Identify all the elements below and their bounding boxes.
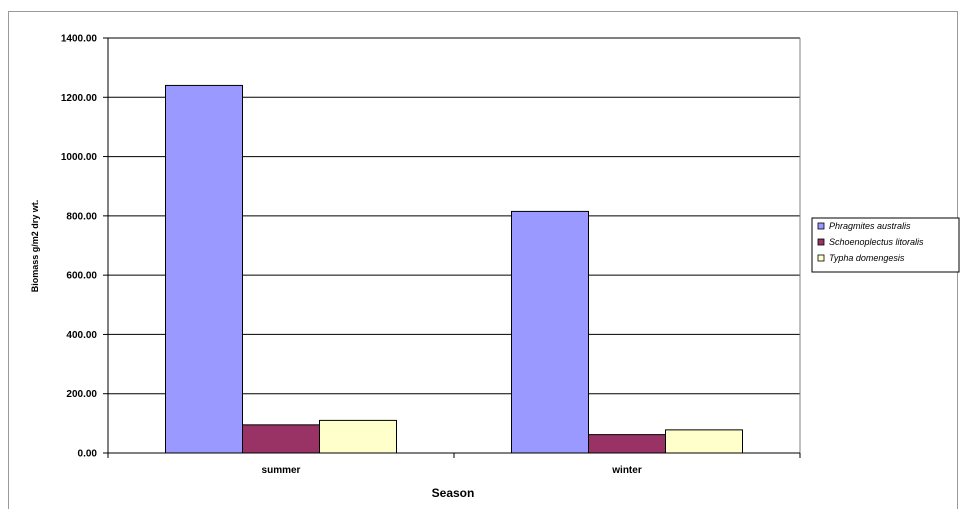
y-tick-label: 1000.00 [61, 152, 98, 163]
legend-swatch [817, 222, 825, 230]
legend-label: Typha domengesis [829, 253, 905, 263]
tick-labels: 0.00 200.00 400.00 600.00 800.00 1000.00 1200.… [61, 34, 642, 477]
y-axis-label: Biomass g/m2 dry wt. [30, 200, 40, 293]
bar [588, 434, 666, 454]
bar [242, 424, 320, 454]
y-tick-label: 1400.00 [61, 34, 98, 45]
y-tick-label: 200.00 [66, 389, 97, 400]
bar [665, 429, 743, 454]
axes [103, 37, 801, 458]
y-tick-label: 0.00 [78, 449, 98, 460]
bars [165, 84, 743, 454]
x-tick-label: summer [262, 465, 301, 476]
legend: Phragmites australis Schoenoplectus litor… [811, 217, 960, 273]
bar [511, 210, 589, 454]
x-tick-label: winter [611, 465, 642, 476]
y-tick-label: 600.00 [66, 271, 97, 282]
y-tick-label: 400.00 [66, 330, 97, 341]
legend-label: Phragmites australis [829, 221, 911, 231]
legend-swatch [817, 254, 825, 262]
legend-swatch [817, 238, 825, 246]
x-axis-label: Season [432, 486, 475, 500]
legend-box [811, 217, 960, 273]
bar [319, 419, 397, 454]
bar [165, 84, 243, 454]
y-tick-label: 1200.00 [61, 93, 98, 104]
y-tick-label: 800.00 [66, 211, 97, 222]
legend-label: Schoenoplectus litoralis [829, 237, 924, 247]
